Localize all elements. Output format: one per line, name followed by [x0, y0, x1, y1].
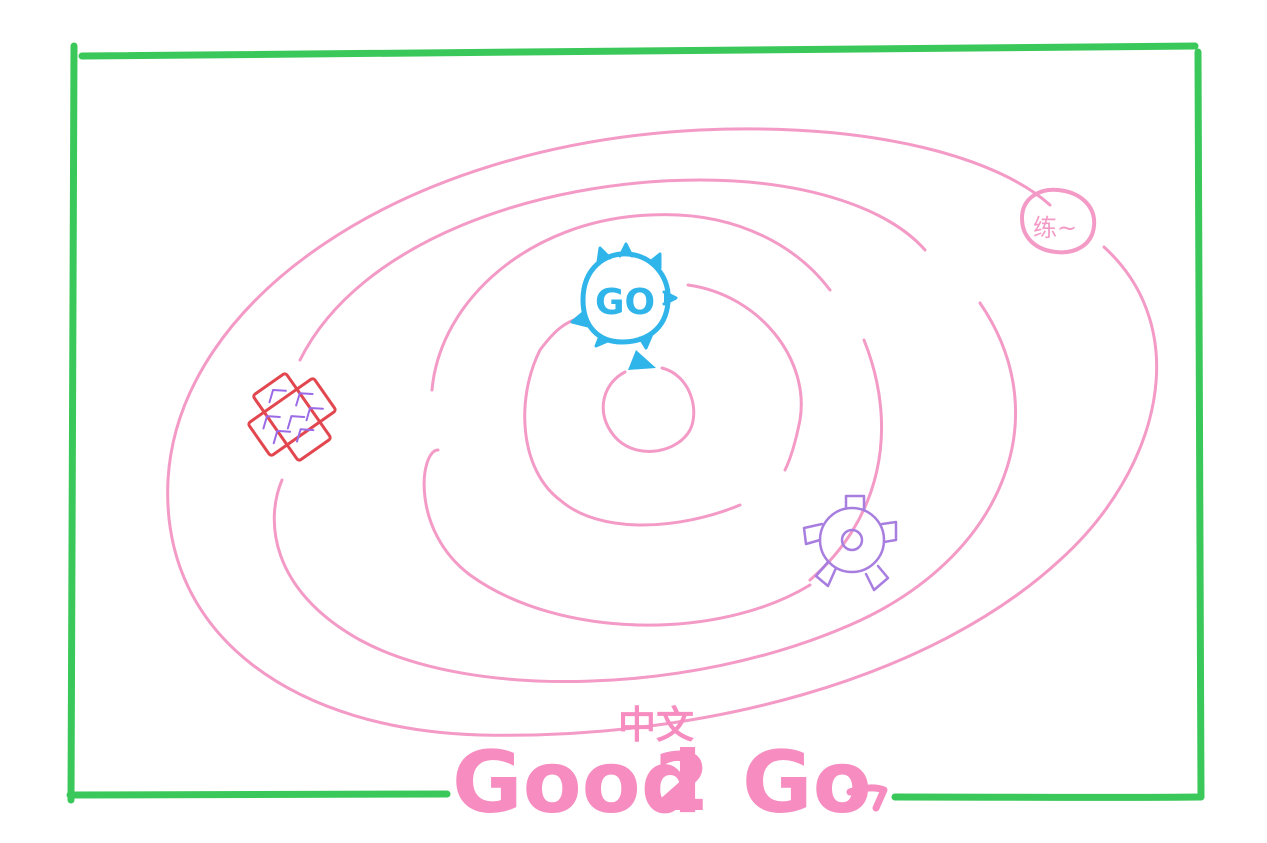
- orbit-2-top: [298, 178, 927, 362]
- orbit-inner: [601, 366, 696, 453]
- gear-icon: [802, 494, 898, 592]
- frame-bottom-left: [66, 790, 451, 799]
- orbits: [166, 127, 1159, 737]
- go-logo-label: GO: [595, 282, 655, 323]
- title: 中文 Good 2 Go: [452, 703, 888, 833]
- frame-left: [67, 42, 78, 804]
- direction-marker-icon: [628, 350, 656, 370]
- orbit-3-bottom: [422, 448, 812, 627]
- frame-top: [78, 42, 1199, 60]
- orbit-3-top: [430, 213, 832, 392]
- striped-cross-icon: [247, 372, 337, 462]
- orbit-1: [166, 127, 1159, 737]
- orbit-4-bottom: [523, 316, 742, 527]
- title-main-left: Good: [452, 733, 702, 833]
- title-main-mid: 2: [654, 736, 710, 829]
- orbit-4: [686, 283, 803, 472]
- orbit-2: [272, 301, 1017, 683]
- title-superscript: 中文: [618, 703, 694, 747]
- planet-badge-icon: 练~: [1019, 187, 1097, 255]
- frame-right: [1194, 48, 1205, 801]
- title-tail: [846, 784, 888, 812]
- planet-badge-label: 练~: [1033, 214, 1077, 242]
- frame: [66, 42, 1205, 804]
- title-main-right: Go: [742, 733, 872, 833]
- orbit-3: [808, 338, 883, 582]
- go-logo-icon: GO: [570, 242, 678, 350]
